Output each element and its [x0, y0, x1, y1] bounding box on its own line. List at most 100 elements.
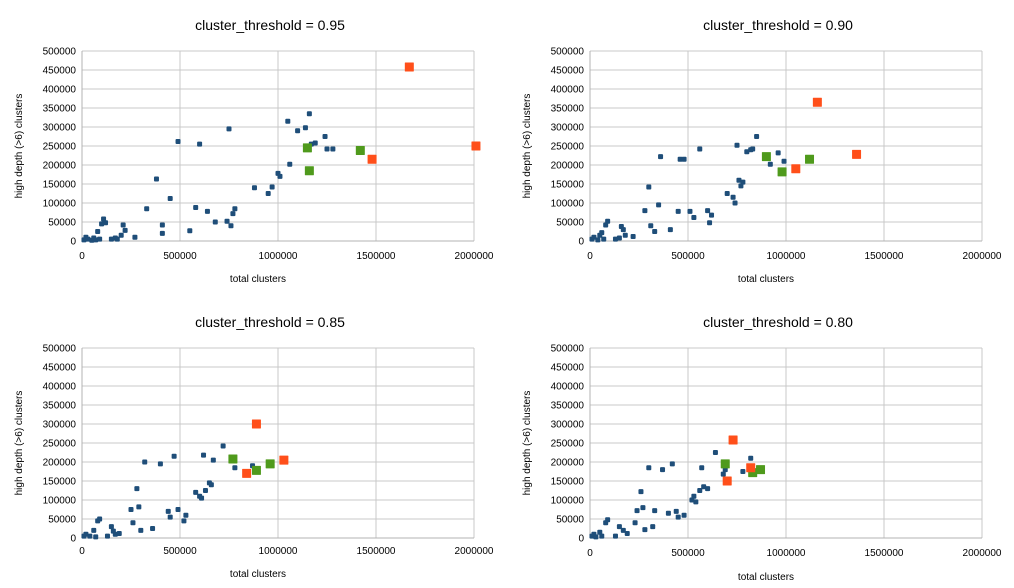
- data-point: [767, 161, 773, 167]
- data-point: [699, 465, 705, 471]
- data-point: [693, 499, 699, 505]
- y-axis-label: high depth (>6) clusters: [522, 94, 533, 199]
- data-point: [634, 508, 640, 514]
- data-point: [687, 208, 693, 214]
- data-point: [724, 191, 730, 196]
- data-point: [705, 208, 711, 214]
- y-tick-label: 50000: [48, 218, 76, 229]
- highlight-point: [302, 143, 312, 153]
- data-point: [642, 527, 648, 533]
- y-tick-label: 400000: [551, 382, 585, 393]
- data-point: [295, 128, 301, 134]
- data-point: [650, 524, 656, 530]
- y-tick-label: 200000: [551, 458, 585, 469]
- data-point: [118, 232, 124, 238]
- data-point: [132, 234, 138, 240]
- data-point: [620, 227, 626, 233]
- data-point: [324, 146, 330, 152]
- data-point: [193, 205, 199, 211]
- y-tick-label: 200000: [551, 161, 585, 172]
- data-point: [153, 176, 159, 182]
- y-tick-label: 300000: [43, 420, 77, 431]
- data-point: [601, 236, 607, 242]
- data-point: [593, 534, 599, 540]
- data-point: [616, 524, 622, 530]
- data-point: [675, 514, 681, 520]
- data-point: [120, 222, 126, 228]
- y-tick-label: 50000: [556, 218, 584, 229]
- data-point: [197, 141, 203, 147]
- data-point: [689, 497, 695, 503]
- y-axis-label: high depth (>6) clusters: [14, 94, 25, 199]
- data-point: [193, 489, 199, 495]
- data-point: [208, 482, 214, 488]
- data-point: [130, 520, 136, 526]
- data-point: [612, 236, 618, 242]
- highlight-point: [242, 468, 252, 478]
- data-point: [103, 220, 109, 226]
- x-tick-label: 0: [79, 546, 85, 557]
- highlight-point: [265, 459, 275, 469]
- data-point: [620, 527, 626, 533]
- data-point: [306, 111, 312, 117]
- y-tick-label: 500000: [551, 47, 585, 58]
- data-point: [605, 218, 611, 224]
- y-tick-label: 300000: [551, 123, 585, 134]
- data-point: [736, 177, 742, 183]
- data-point: [665, 510, 671, 516]
- data-point: [95, 229, 101, 234]
- data-point: [302, 125, 308, 131]
- y-tick-label: 150000: [551, 477, 585, 488]
- data-point: [91, 527, 97, 533]
- chart-2: cluster_threshold = 0.90 0 50000 100000 1500…: [522, 17, 1002, 285]
- data-point: [697, 146, 703, 152]
- data-point: [97, 516, 103, 522]
- highlight-point: [756, 465, 766, 475]
- y-tick-label: 150000: [43, 477, 77, 488]
- x-tick-label: 1000000: [259, 546, 298, 557]
- data-point: [705, 486, 711, 492]
- data-point: [652, 508, 658, 514]
- data-point: [599, 533, 605, 539]
- highlight-point: [761, 152, 771, 162]
- x-tick-label: 2000000: [455, 251, 494, 262]
- y-tick-label: 250000: [551, 142, 585, 153]
- data-point: [99, 221, 105, 227]
- data-point: [183, 512, 189, 518]
- y-tick-label: 300000: [551, 420, 585, 431]
- data-point: [312, 140, 318, 146]
- y-tick-label: 250000: [551, 439, 585, 450]
- data-point: [232, 465, 238, 471]
- x-tick-label: 500000: [163, 546, 197, 557]
- x-tick-label: 1500000: [865, 251, 904, 262]
- chart-title: cluster_threshold = 0.90: [703, 17, 853, 33]
- data-point: [136, 504, 142, 510]
- data-point: [159, 222, 165, 228]
- x-tick-label: 0: [587, 548, 593, 559]
- data-point: [712, 450, 718, 455]
- data-point: [681, 156, 687, 162]
- x-tick-label: 1000000: [767, 251, 806, 262]
- data-point: [201, 452, 207, 458]
- y-tick-label: 0: [578, 534, 584, 545]
- chart-title: cluster_threshold = 0.80: [703, 314, 853, 330]
- x-tick-label: 500000: [671, 548, 705, 559]
- data-point: [681, 512, 687, 518]
- data-point: [144, 206, 150, 212]
- data-point: [748, 455, 754, 461]
- data-point: [265, 191, 271, 196]
- data-point: [128, 507, 134, 512]
- data-point: [640, 505, 646, 511]
- highlight-point: [728, 435, 738, 445]
- data-point: [210, 457, 216, 463]
- data-point: [122, 227, 128, 233]
- x-tick-label: 1000000: [767, 548, 806, 559]
- highlight-point: [404, 62, 414, 72]
- data-point: [775, 150, 781, 156]
- data-point: [157, 461, 163, 467]
- x-tick-label: 0: [79, 251, 85, 262]
- y-tick-label: 350000: [43, 401, 77, 412]
- data-point: [669, 461, 675, 467]
- y-tick-label: 100000: [43, 199, 77, 210]
